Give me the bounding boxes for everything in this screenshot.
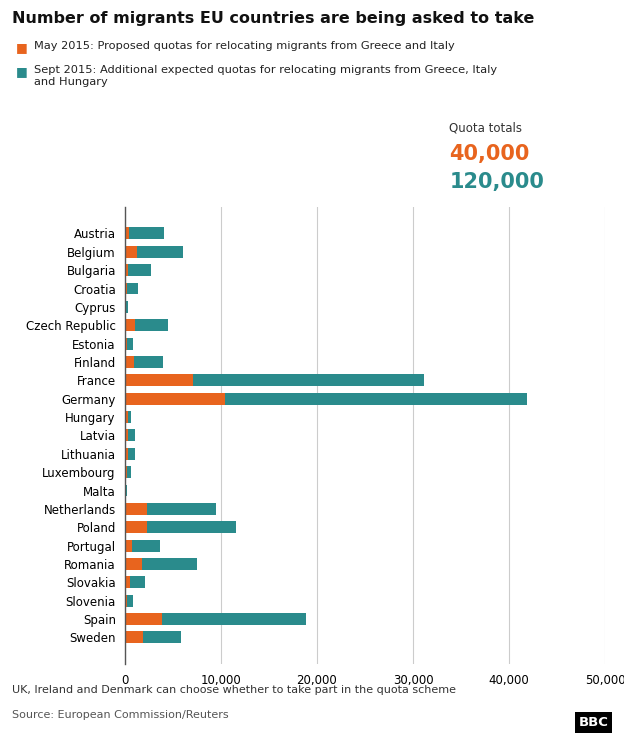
Bar (125, 558, 142, 570)
Bar (129, 227, 164, 239)
Text: May 2015: Proposed quotas for relocating migrants from Greece and Italy: May 2015: Proposed quotas for relocating… (34, 41, 455, 51)
Bar (137, 246, 183, 258)
Bar (125, 393, 225, 404)
Text: Number of migrants EU countries are being asked to take: Number of migrants EU countries are bein… (12, 11, 535, 26)
Bar (125, 301, 129, 313)
Text: ■: ■ (16, 65, 27, 78)
Bar (127, 466, 131, 478)
Bar (125, 503, 147, 515)
Bar (125, 485, 127, 497)
Bar (225, 393, 527, 404)
Bar (125, 539, 132, 551)
Bar (128, 448, 135, 460)
Text: 40,000: 40,000 (449, 144, 530, 164)
Bar (125, 576, 130, 588)
Bar (125, 411, 128, 423)
Bar (125, 632, 143, 644)
Bar (125, 466, 127, 478)
Bar (125, 264, 128, 276)
Bar (130, 576, 145, 588)
Text: 120,000: 120,000 (449, 172, 544, 192)
Bar (142, 558, 197, 570)
Text: Source: European Commission/Reuters: Source: European Commission/Reuters (12, 710, 229, 720)
Text: ■: ■ (16, 41, 27, 54)
Text: BBC: BBC (578, 716, 608, 729)
Bar (128, 411, 130, 423)
Bar (134, 356, 163, 368)
Text: UK, Ireland and Denmark can choose whether to take part in the quota scheme: UK, Ireland and Denmark can choose wheth… (12, 685, 457, 695)
Bar (125, 613, 162, 625)
Bar (147, 521, 236, 534)
Bar (127, 283, 138, 294)
Bar (127, 595, 133, 607)
Bar (147, 503, 216, 515)
Bar (125, 374, 193, 386)
Bar (143, 632, 181, 644)
Bar (125, 337, 127, 350)
Bar (125, 246, 137, 258)
Bar (125, 356, 134, 368)
Bar (125, 521, 147, 534)
Bar (127, 337, 132, 350)
Text: Quota totals: Quota totals (449, 122, 522, 135)
Bar (125, 320, 135, 331)
Bar (125, 448, 128, 460)
Bar (132, 539, 160, 551)
Bar (125, 430, 128, 441)
Bar (193, 374, 424, 386)
Bar (125, 283, 127, 294)
Bar (128, 430, 135, 441)
Bar (125, 595, 127, 607)
Bar (125, 227, 129, 239)
Bar (128, 264, 151, 276)
Bar (162, 613, 306, 625)
Text: Sept 2015: Additional expected quotas for relocating migrants from Greece, Italy: Sept 2015: Additional expected quotas fo… (34, 65, 497, 86)
Bar (135, 320, 168, 331)
